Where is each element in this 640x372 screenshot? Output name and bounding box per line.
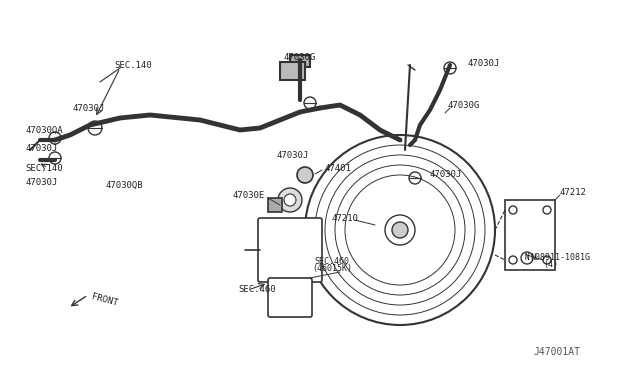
Text: N: N bbox=[525, 253, 529, 263]
Circle shape bbox=[509, 256, 517, 264]
Text: 47030E: 47030E bbox=[233, 190, 265, 199]
Circle shape bbox=[521, 252, 533, 264]
Text: 47030G: 47030G bbox=[448, 100, 480, 109]
Circle shape bbox=[284, 194, 296, 206]
Circle shape bbox=[305, 135, 495, 325]
Circle shape bbox=[543, 206, 551, 214]
Text: 47030J: 47030J bbox=[468, 58, 500, 67]
Text: J47001AT: J47001AT bbox=[533, 347, 580, 357]
Circle shape bbox=[543, 256, 551, 264]
FancyBboxPatch shape bbox=[268, 278, 312, 317]
Text: 47030QB: 47030QB bbox=[105, 180, 143, 189]
Text: 47030J: 47030J bbox=[430, 170, 462, 179]
FancyBboxPatch shape bbox=[258, 218, 322, 282]
Text: (4): (4) bbox=[543, 260, 558, 269]
Text: 47030J: 47030J bbox=[25, 144, 57, 153]
Text: SEC.460: SEC.460 bbox=[238, 285, 276, 295]
Text: SEC.140: SEC.140 bbox=[114, 61, 152, 70]
Circle shape bbox=[392, 222, 408, 238]
Text: 47030J: 47030J bbox=[72, 103, 104, 112]
Circle shape bbox=[297, 167, 313, 183]
Text: N08911-1081G: N08911-1081G bbox=[530, 253, 590, 263]
Circle shape bbox=[278, 188, 302, 212]
Text: FRONT: FRONT bbox=[90, 292, 118, 308]
Bar bbox=[268, 198, 282, 212]
Text: SEC.140: SEC.140 bbox=[25, 164, 63, 173]
Text: SEC.460: SEC.460 bbox=[314, 257, 349, 266]
Bar bbox=[280, 62, 305, 80]
Circle shape bbox=[509, 206, 517, 214]
Text: (46015K): (46015K) bbox=[312, 264, 352, 273]
Text: 47401: 47401 bbox=[325, 164, 352, 173]
Bar bbox=[290, 55, 310, 67]
Text: 47210: 47210 bbox=[332, 214, 358, 222]
Bar bbox=[505, 200, 555, 270]
Circle shape bbox=[385, 215, 415, 245]
Text: 47212: 47212 bbox=[560, 187, 587, 196]
Text: 47030J: 47030J bbox=[277, 151, 309, 160]
Text: 47030G: 47030G bbox=[284, 52, 316, 61]
Text: 47030J: 47030J bbox=[25, 177, 57, 186]
Text: 47030QA: 47030QA bbox=[25, 125, 63, 135]
